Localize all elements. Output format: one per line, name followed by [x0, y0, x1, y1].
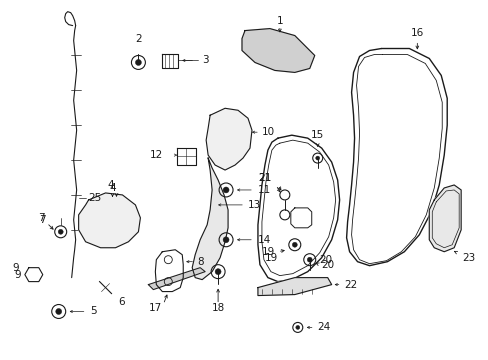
Text: 6: 6 [118, 297, 125, 306]
Text: 23: 23 [461, 253, 474, 263]
Text: 9: 9 [12, 263, 19, 273]
Text: 8: 8 [197, 257, 203, 267]
Text: 20: 20 [321, 260, 334, 270]
Text: 21: 21 [258, 173, 271, 183]
Text: 2: 2 [135, 33, 142, 44]
Text: 7: 7 [38, 213, 45, 223]
Polygon shape [242, 28, 314, 72]
Polygon shape [177, 148, 196, 165]
Text: 25: 25 [88, 193, 102, 203]
Polygon shape [206, 108, 251, 170]
Text: 7: 7 [39, 215, 46, 225]
Polygon shape [192, 158, 227, 280]
Circle shape [315, 156, 319, 160]
Polygon shape [148, 268, 205, 289]
Text: 1: 1 [276, 15, 283, 26]
Circle shape [135, 59, 141, 66]
Text: 4: 4 [109, 183, 116, 193]
Text: 14: 14 [258, 235, 271, 245]
Circle shape [58, 229, 63, 234]
Circle shape [306, 257, 312, 262]
Circle shape [223, 187, 228, 193]
Text: 19: 19 [264, 253, 277, 263]
Polygon shape [258, 278, 331, 296]
Text: 13: 13 [247, 200, 261, 210]
Polygon shape [428, 185, 460, 252]
Polygon shape [25, 268, 42, 282]
Text: 10: 10 [262, 127, 274, 137]
Text: 17: 17 [148, 302, 162, 312]
Polygon shape [79, 193, 140, 248]
Polygon shape [290, 208, 311, 228]
Text: 4: 4 [107, 180, 114, 190]
Text: 12: 12 [150, 150, 163, 160]
Polygon shape [155, 250, 183, 292]
Text: 22: 22 [344, 280, 357, 289]
Text: 19: 19 [261, 247, 274, 257]
Text: 16: 16 [410, 28, 423, 37]
Text: 15: 15 [310, 130, 324, 140]
Circle shape [292, 242, 297, 247]
Text: 24: 24 [317, 323, 330, 332]
Text: 3: 3 [202, 55, 208, 66]
Text: 18: 18 [211, 302, 224, 312]
Circle shape [56, 309, 61, 315]
Text: 5: 5 [90, 306, 97, 316]
Text: 20: 20 [319, 255, 332, 265]
Circle shape [223, 237, 228, 243]
Circle shape [295, 325, 299, 329]
Text: 9: 9 [14, 270, 21, 280]
Text: 21: 21 [258, 173, 271, 183]
Polygon shape [162, 54, 178, 68]
Text: 11: 11 [258, 185, 271, 195]
Circle shape [215, 269, 221, 275]
